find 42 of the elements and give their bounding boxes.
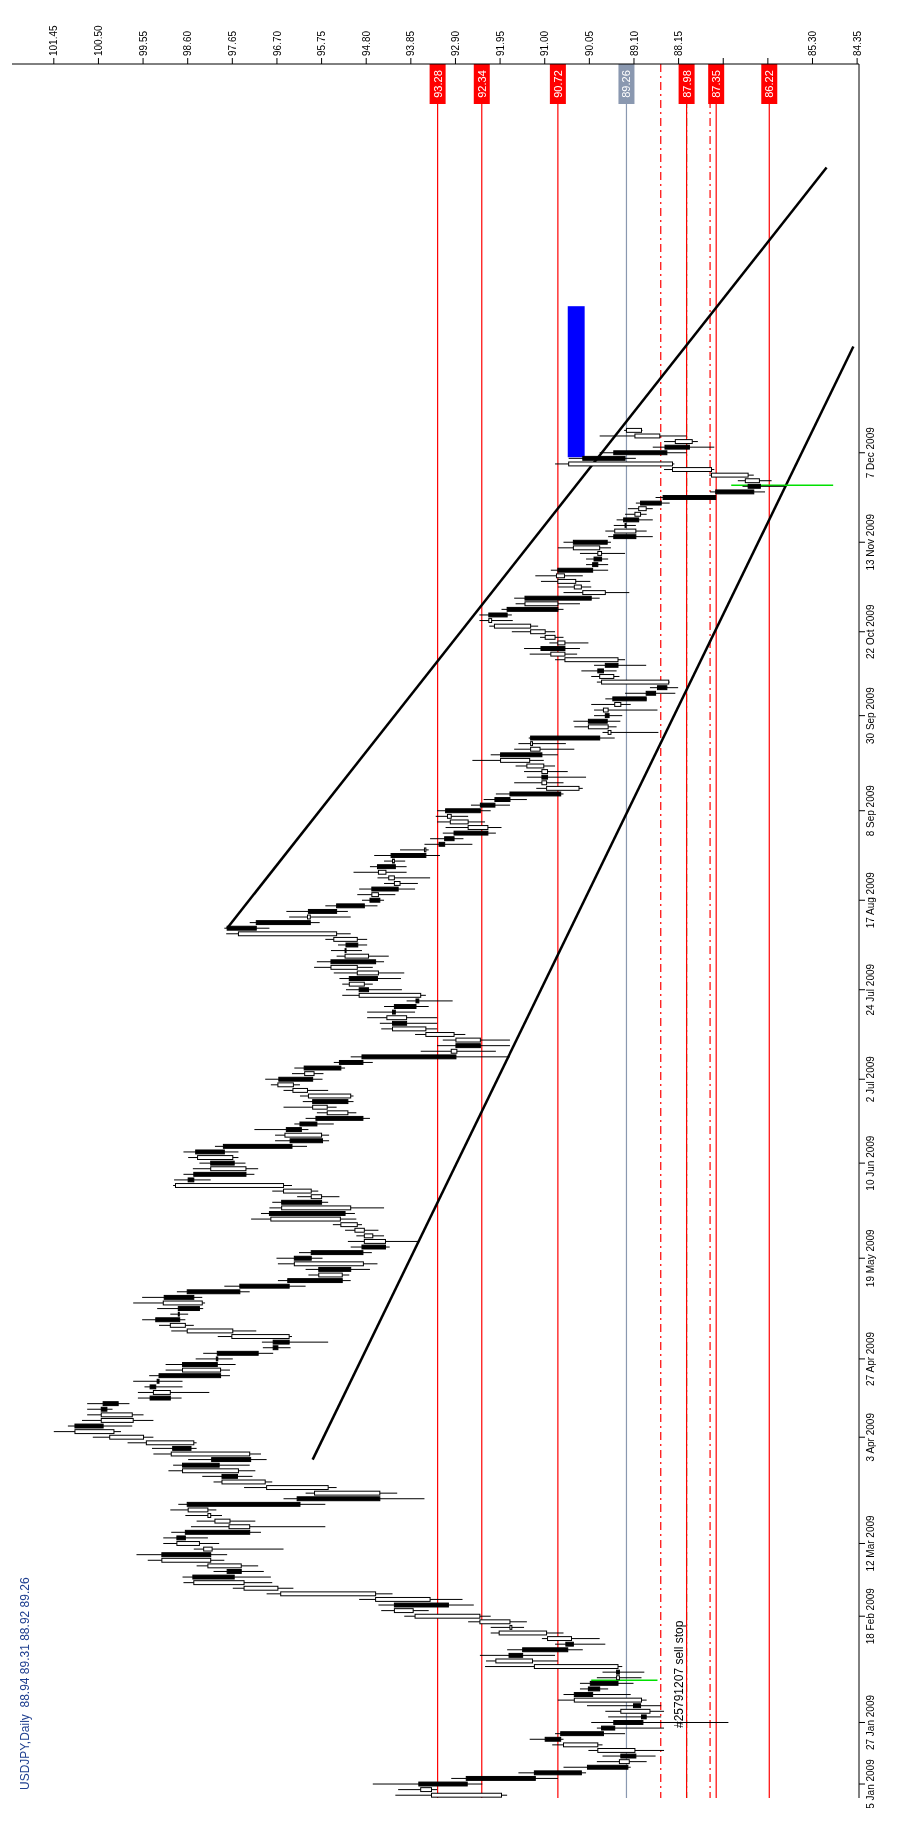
- x-tick-label: 91.00: [539, 30, 551, 56]
- x-tick-label: 93.85: [405, 30, 417, 56]
- y-tick-label: 7 Dec 2009: [865, 426, 877, 479]
- y-tick-label: 13 Nov 2009: [865, 513, 877, 571]
- x-tick-label: 91.95: [494, 30, 506, 56]
- ref-line-label: 93.28: [431, 70, 444, 98]
- x-tick-label: 94.80: [360, 30, 372, 56]
- ref-line-label: #25791207 sell stop: [671, 1620, 686, 1728]
- y-tick-label: 10 Jun 2009: [865, 1135, 877, 1191]
- x-tick-label: 85.30: [807, 30, 819, 56]
- x-tick-label: 90.05: [583, 30, 595, 56]
- ref-line-label: 90.72: [551, 70, 564, 98]
- x-tick-label: 96.70: [271, 30, 283, 56]
- ref-line-label: 89.26: [620, 70, 633, 98]
- y-tick-label: 18 Feb 2009: [865, 1587, 877, 1645]
- x-tick-label: 95.75: [316, 30, 328, 56]
- y-tick-label: 8 Sep 2009: [865, 784, 877, 837]
- y-tick-label: 3 Apr 2009: [865, 1412, 877, 1462]
- y-tick-label: 19 May 2009: [865, 1228, 877, 1288]
- y-tick-label: 17 Aug 2009: [865, 871, 877, 929]
- x-tick-label: 99.55: [137, 30, 149, 56]
- y-tick-label: 27 Jan 2009: [865, 1694, 877, 1751]
- y-tick-label: 30 Sep 2009: [865, 686, 877, 745]
- y-tick-label: 22 Oct 2009: [865, 604, 877, 659]
- x-tick-label: 89.10: [628, 30, 640, 56]
- ref-line-label: 87.98: [680, 70, 693, 98]
- x-tick-label: 84.35: [851, 30, 863, 56]
- ref-line-label: 87.35: [710, 70, 723, 98]
- y-tick-label: 12 Mar 2009: [865, 1514, 877, 1572]
- x-tick-label: 97.65: [226, 30, 238, 56]
- x-tick-label: 101.45: [48, 24, 60, 56]
- text: USDJPY,Daily 88.94 89.31 88.92 89.26: [18, 1577, 32, 1790]
- y-tick-label: 27 Apr 2009: [865, 1331, 877, 1386]
- y-tick-label: 2 Jul 2009: [865, 1055, 877, 1103]
- x-tick-label: 98.60: [182, 30, 194, 56]
- ref-line-label: 86.22: [763, 70, 776, 98]
- ref-line-label: 92.34: [475, 70, 488, 98]
- y-tick-label: 5 Jan 2009: [865, 1758, 877, 1809]
- y-tick-label: 24 Jul 2009: [865, 963, 877, 1016]
- x-tick-label: 100.50: [92, 24, 104, 56]
- x-tick-label: 88.15: [673, 30, 685, 56]
- x-tick-label: 92.90: [450, 30, 462, 56]
